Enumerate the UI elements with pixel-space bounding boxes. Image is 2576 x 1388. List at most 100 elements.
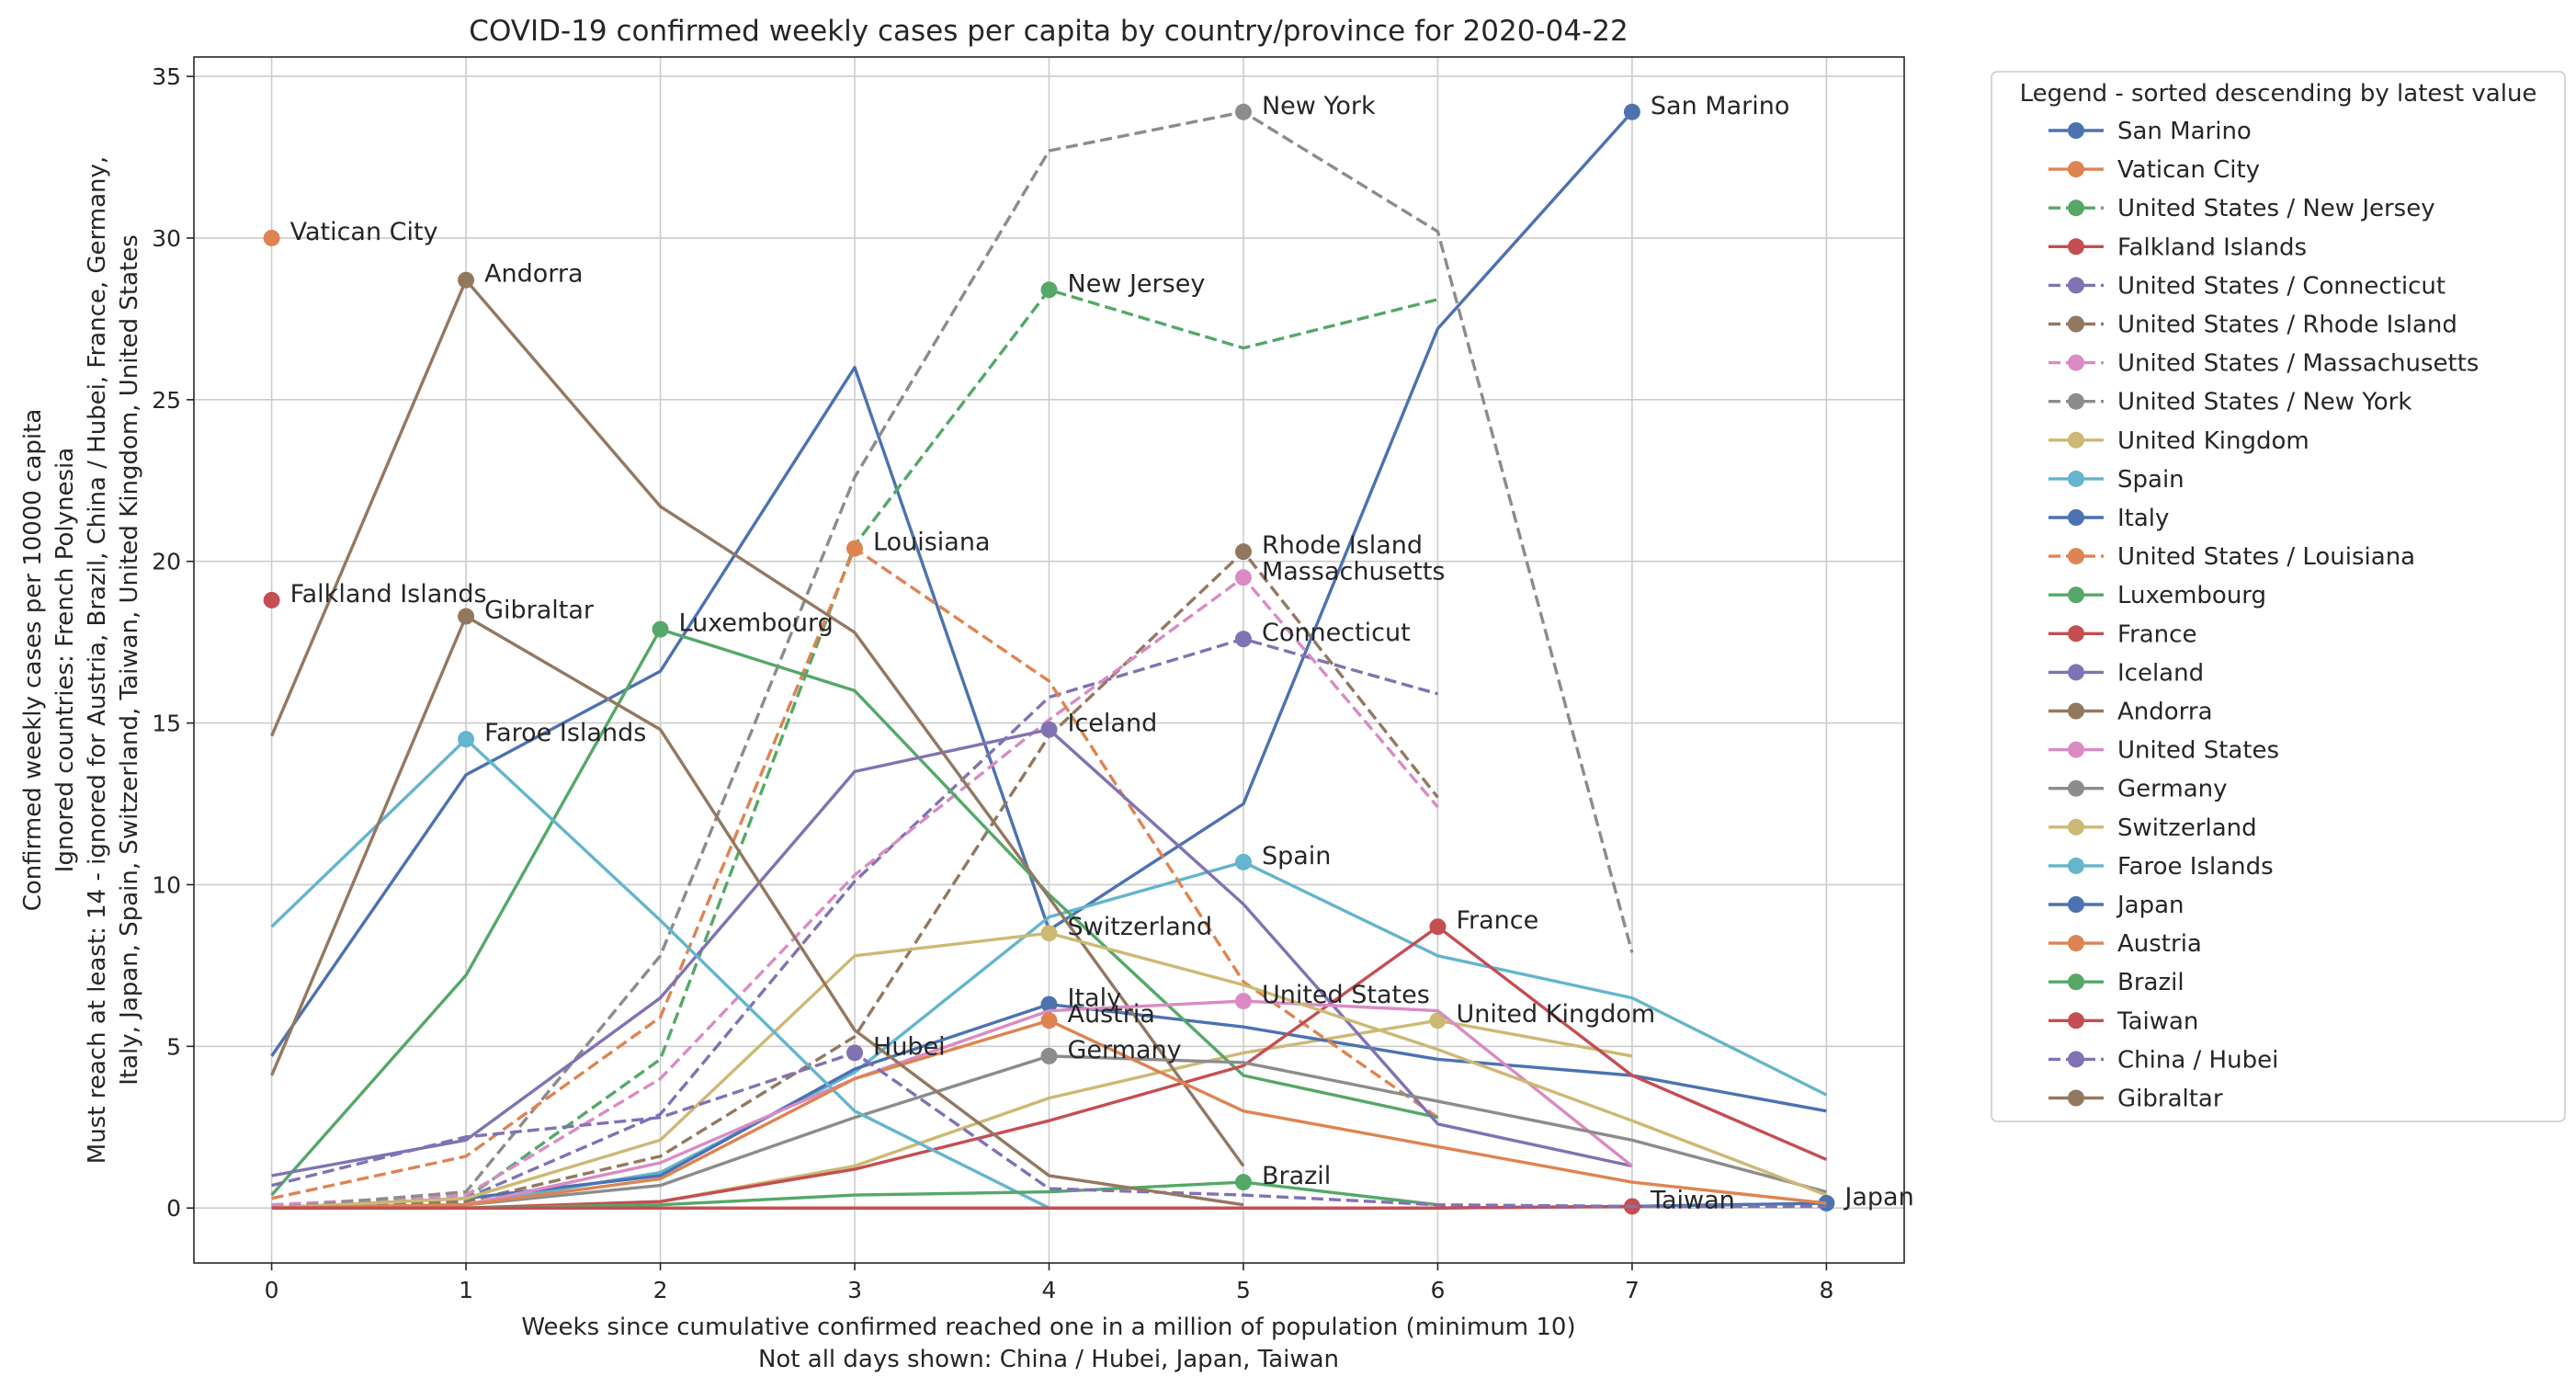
legend-label: Austria <box>2117 930 2202 958</box>
legend-swatch-marker <box>2068 122 2084 139</box>
legend-swatch-marker <box>2068 238 2084 256</box>
series-line-san-marino <box>270 110 1634 1057</box>
legend-item-united-states-new-york: United States / New York <box>2048 389 2411 416</box>
annotation-united-states-new-jersey: New Jersey <box>1068 269 1206 298</box>
x-axis-label-line-2: Not all days shown: China / Hubei, Japan… <box>758 1346 1339 1373</box>
x-tick-label: 8 <box>1819 1277 1833 1303</box>
legend-label: United States / Massachusetts <box>2117 350 2479 378</box>
legend-label: United States / New York <box>2117 389 2411 416</box>
series-china-hubei <box>271 1044 1827 1209</box>
series-line-taiwan <box>271 1204 1632 1210</box>
series-luxembourg <box>270 620 1438 1197</box>
annotation-luxembourg: Luxembourg <box>679 609 834 638</box>
legend-swatch-marker <box>2068 896 2084 913</box>
series-marker-united-states-rhode-island <box>1234 543 1252 561</box>
x-axis-label-line-1: Weeks since cumulative confirmed reached… <box>521 1314 1575 1341</box>
annotations: San Marino Vatican City New Jersey Falkland… <box>290 92 1914 1215</box>
x-tick-label: 0 <box>265 1277 279 1303</box>
legend-item-luxembourg: Luxembourg <box>2048 582 2266 609</box>
legend-swatch-marker <box>2068 779 2084 797</box>
annotation-united-states-connecticut: Connecticut <box>1262 619 1411 647</box>
legend-label: Brazil <box>2117 969 2184 996</box>
annotation-china-hubei: Hubei <box>873 1032 946 1061</box>
legend-item-faroe-islands: Faroe Islands <box>2048 853 2274 881</box>
series-marker-vatican-city <box>263 229 280 246</box>
series-marker-faroe-islands <box>458 731 475 748</box>
legend-swatch-marker <box>2068 161 2084 178</box>
series-line-iceland <box>271 727 1633 1178</box>
annotation-iceland: Iceland <box>1068 710 1158 738</box>
x-tick-label: 4 <box>1042 1277 1057 1303</box>
legend-swatch-marker <box>2068 741 2084 758</box>
x-tick-label: 6 <box>1431 1277 1446 1303</box>
series-marker-san-marino <box>1623 103 1640 120</box>
y-tick-label: 0 <box>166 1195 181 1222</box>
legend-item-taiwan: Taiwan <box>2048 1007 2198 1035</box>
legend-item-gibraltar: Gibraltar <box>2048 1086 2223 1113</box>
legend-item-vatican-city: Vatican City <box>2048 156 2260 184</box>
legend-swatch-marker <box>2068 586 2084 604</box>
annotation-united-states-rhode-island: Rhode Island <box>1262 531 1423 560</box>
series-marker-luxembourg <box>652 620 669 638</box>
x-tick-label: 3 <box>847 1277 862 1303</box>
series-line-china-hubei <box>271 1051 1827 1209</box>
series-marker-falkland-islands <box>263 591 280 609</box>
series-marker-united-states-new-york <box>1234 103 1252 120</box>
series-marker-gibraltar <box>458 608 475 625</box>
legend-swatch-marker <box>2068 470 2084 487</box>
series-marker-france <box>1429 918 1447 936</box>
y-tick-label: 10 <box>152 871 181 898</box>
series-austria <box>271 1012 1827 1210</box>
annotation-switzerland: Switzerland <box>1068 913 1213 941</box>
series-line-luxembourg <box>270 627 1438 1197</box>
series-marker-spain <box>1234 853 1252 870</box>
x-tick-label: 7 <box>1625 1277 1640 1303</box>
annotation-austria: Austria <box>1068 1000 1155 1029</box>
legend-label: China / Hubei <box>2117 1046 2278 1074</box>
annotation-japan: Japan <box>1843 1183 1913 1212</box>
legend-label: Luxembourg <box>2117 582 2266 609</box>
legend-label: United States / Louisiana <box>2117 543 2415 571</box>
legend-item-china-hubei: China / Hubei <box>2048 1046 2278 1074</box>
legend-frame <box>1991 71 2566 1122</box>
annotation-france: France <box>1456 906 1538 935</box>
series-united-states-louisiana <box>271 540 1439 1200</box>
series-san-marino <box>270 103 1640 1057</box>
series-united-states-new-york <box>271 103 1634 1210</box>
series-line-gibraltar <box>270 614 1244 1207</box>
series-marker-switzerland <box>1040 925 1058 942</box>
legend-swatch-marker <box>2068 548 2084 565</box>
legend-swatch-marker <box>2068 509 2084 526</box>
legend-swatch-marker <box>2068 431 2084 449</box>
x-tick-label: 5 <box>1236 1277 1251 1303</box>
annotation-gibraltar: Gibraltar <box>484 597 595 625</box>
series-marker-germany <box>1040 1047 1058 1064</box>
y-axis-label-line-4: Italy, Japan, Spain, Switzerland, Taiwan… <box>116 234 143 1086</box>
y-tick-label: 25 <box>152 387 181 414</box>
legend-item-san-marino: San Marino <box>2048 118 2252 145</box>
legend-label: United States / Rhode Island <box>2117 312 2457 339</box>
annotation-united-states: United States <box>1262 981 1430 1009</box>
legend-item-brazil: Brazil <box>2048 969 2184 996</box>
legend-label: Italy <box>2117 505 2169 532</box>
legend-item-spain: Spain <box>2048 466 2184 494</box>
legend-item-united-states: United States <box>2048 737 2279 765</box>
y-tick-label: 15 <box>152 711 181 737</box>
legend-item-united-kingdom: United Kingdom <box>2048 427 2309 455</box>
legend-label: United Kingdom <box>2117 427 2309 455</box>
legend-label: United States <box>2117 737 2279 765</box>
x-tick-label: 2 <box>653 1277 668 1303</box>
annotation-italy: Italy <box>1068 984 1122 1013</box>
legend-item-united-states-massachusetts: United States / Massachusetts <box>2048 350 2479 378</box>
legend-swatch-marker <box>2068 857 2084 874</box>
legend-label: Iceland <box>2117 659 2204 687</box>
series-switzerland <box>271 925 1828 1210</box>
legend-swatch-marker <box>2068 625 2084 643</box>
legend-swatch-marker <box>2068 818 2084 836</box>
series-marker-iceland <box>1040 721 1058 738</box>
series-line-spain <box>271 860 1828 1210</box>
series-line-united-states-new-york <box>271 110 1634 1210</box>
axis-labels: Weeks since cumulative confirmed reached… <box>19 156 1576 1373</box>
legend-item-falkland-islands: Falkland Islands <box>2048 233 2307 261</box>
